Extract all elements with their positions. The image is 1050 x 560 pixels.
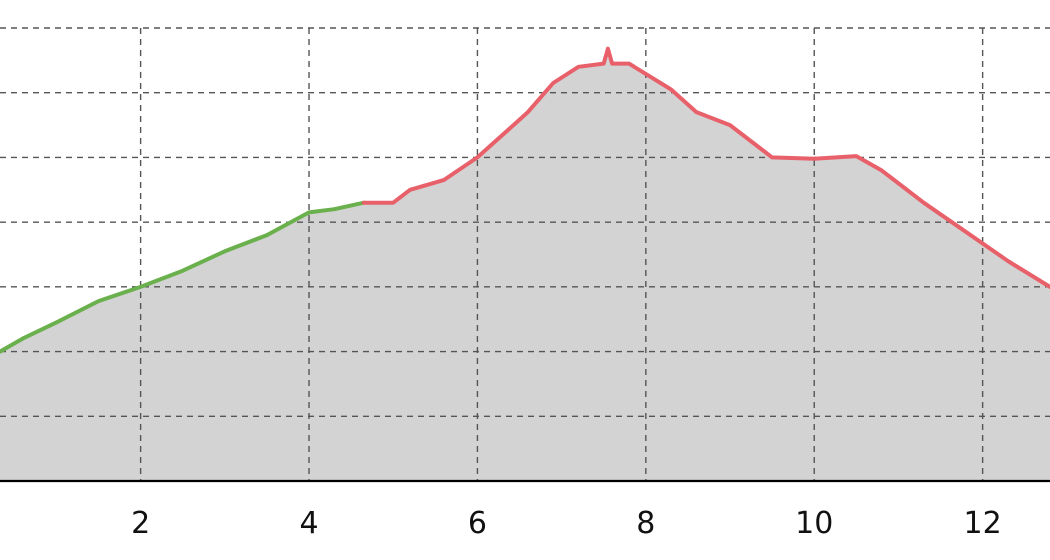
series-layer xyxy=(0,46,1050,354)
area-layer xyxy=(0,48,1050,481)
series-line-1 xyxy=(0,200,366,354)
x-tick-label: 4 xyxy=(299,506,318,541)
x-tick-label: 10 xyxy=(795,506,833,541)
elevation-area xyxy=(0,48,1050,481)
x-tick-label: 12 xyxy=(964,506,1002,541)
tick-label-layer: 2 4 6 8 10 12 xyxy=(131,506,1002,541)
grid-layer xyxy=(0,27,1050,481)
series-line-2 xyxy=(361,46,1050,289)
x-tick-label: 6 xyxy=(468,506,487,541)
x-tick-label: 8 xyxy=(636,506,655,541)
x-tick-label: 2 xyxy=(131,506,150,541)
